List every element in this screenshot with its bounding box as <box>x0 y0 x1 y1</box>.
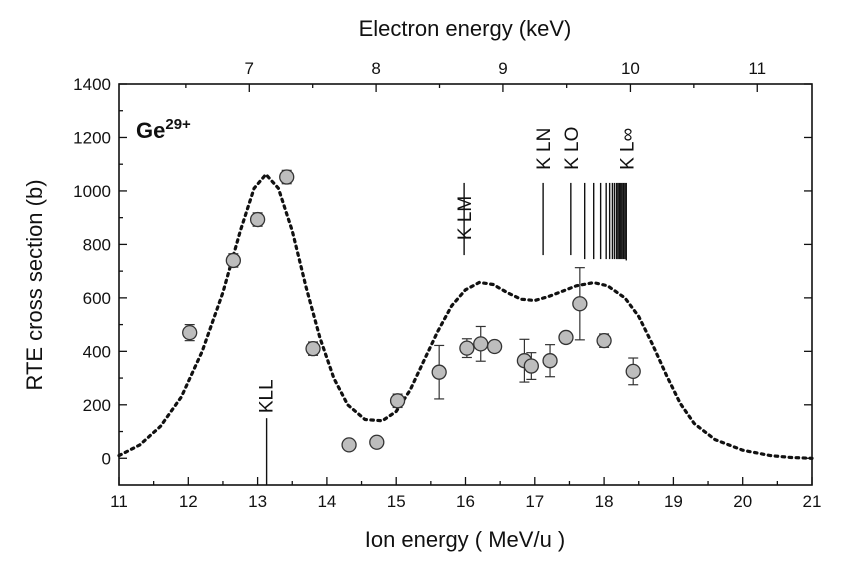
top-tick-label: 10 <box>621 59 640 78</box>
data-point <box>279 169 295 185</box>
data-point <box>558 329 574 346</box>
top-axis-title: Electron energy (keV) <box>359 16 572 41</box>
transition-label: KLL <box>257 379 278 413</box>
data-point <box>369 434 385 450</box>
y-tick-label: 200 <box>83 396 111 415</box>
y-tick-label: 1200 <box>73 128 111 147</box>
ion-charge: 29+ <box>165 116 191 133</box>
data-point <box>523 358 539 374</box>
data-point <box>473 336 489 352</box>
x-tick-label: 17 <box>525 492 544 511</box>
top-tick-label: 11 <box>748 59 766 78</box>
data-point <box>572 296 588 312</box>
transition-label: K LO <box>562 127 583 170</box>
data-point <box>431 364 447 380</box>
x-tick-label: 14 <box>317 492 336 511</box>
data-point <box>459 340 475 356</box>
data-point <box>225 252 241 269</box>
x-tick-label: 15 <box>387 492 406 511</box>
transition-label: K LN <box>534 128 555 170</box>
data-points <box>182 169 641 453</box>
y-tick-label: 1400 <box>73 75 111 94</box>
y-tick-label: 800 <box>83 235 111 254</box>
y-tick-label: 600 <box>83 289 111 308</box>
axis-ticks <box>118 83 813 485</box>
x-tick-label: 11 <box>110 492 128 511</box>
plot-frame <box>118 83 813 486</box>
transition-markers <box>265 182 627 485</box>
y-tick-label: 1000 <box>73 182 111 201</box>
data-point <box>542 353 558 369</box>
x-tick-label: 19 <box>664 492 683 511</box>
data-point <box>249 211 266 228</box>
x-tick-label: 21 <box>803 492 822 511</box>
x-tick-label: 18 <box>595 492 614 511</box>
data-point <box>486 338 503 355</box>
data-point <box>341 437 357 453</box>
transition-label: K LM <box>455 196 476 240</box>
data-point <box>305 341 321 357</box>
y-tick-label: 0 <box>102 449 111 468</box>
theory-curve <box>117 171 814 460</box>
data-point <box>596 332 612 349</box>
x-tick-label: 13 <box>248 492 267 511</box>
transition-label: K L∞ <box>617 128 638 170</box>
x-tick-label: 20 <box>733 492 752 511</box>
x-axis-title: Ion energy ( MeV/u ) <box>365 527 566 552</box>
top-tick-label: 7 <box>245 59 254 78</box>
ion-symbol: Ge <box>136 118 165 143</box>
data-point <box>389 393 406 409</box>
y-tick-label: 400 <box>83 342 111 361</box>
tick-labels: 11 12 13 14 15 16 17 18 19 20 21 0 200 400 600 800 1000 1… <box>73 59 821 511</box>
top-tick-label: 8 <box>371 59 380 78</box>
annotation-labels: KLL K LM K LN K LO K L∞ <box>257 127 639 414</box>
top-tick-label: 9 <box>498 59 507 78</box>
x-tick-label: 16 <box>456 492 475 511</box>
y-axis-title: RTE cross section (b) <box>22 179 47 390</box>
data-point <box>625 363 641 380</box>
ion-label: Ge29+ <box>136 116 191 143</box>
data-point <box>182 324 198 341</box>
x-tick-label: 12 <box>179 492 198 511</box>
